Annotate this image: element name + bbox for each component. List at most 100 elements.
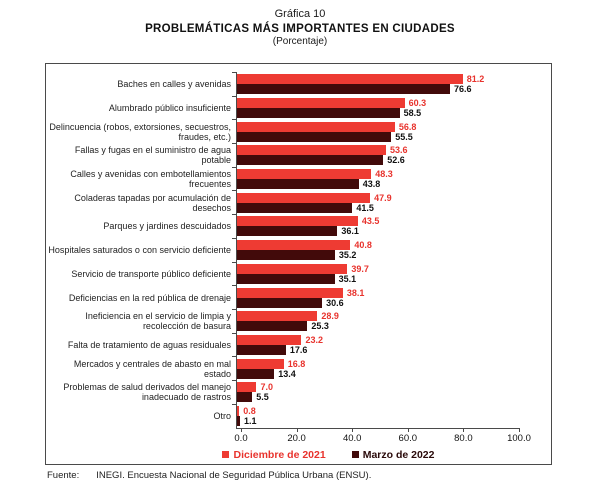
- bars-area: 23.2 17.6: [232, 332, 551, 357]
- category-label: Servicio de transporte público deficient…: [71, 268, 231, 279]
- value-label-mar-2022: 41.5: [356, 202, 374, 213]
- bar-line-mar-2022: 52.6: [237, 155, 551, 166]
- chart-row: Parques y jardines descuidados 43.5 36.1: [46, 214, 551, 239]
- bars-area: 48.3 43.8: [232, 166, 551, 191]
- y-axis-tick: [232, 261, 237, 263]
- bar-line-dic-2021: 38.1: [237, 287, 551, 298]
- value-label-mar-2022: 30.6: [326, 297, 344, 308]
- bars-area: 81.2 76.6: [232, 72, 551, 97]
- bars-area: 53.6 52.6: [232, 143, 551, 168]
- value-label-mar-2022: 58.5: [403, 108, 422, 119]
- bars-area: 39.7 35.1: [232, 261, 551, 286]
- x-axis: 0.0 20.0 40.0 60.0 80.0 100.0: [234, 427, 551, 445]
- bar-mar-2022: [237, 202, 353, 213]
- value-label-dic-2021: 23.2: [305, 334, 324, 345]
- y-axis-tick: [232, 285, 237, 287]
- value-label-mar-2022: 25.3: [311, 321, 329, 332]
- x-axis-line: [241, 427, 519, 429]
- x-axis-tick: [463, 427, 465, 432]
- category-label: Ineficiencia en el servicio de limpia y …: [85, 311, 231, 332]
- category-label: Otro: [213, 410, 231, 421]
- y-axis-tick: [232, 190, 237, 192]
- bars-area: 40.8 35.2: [232, 237, 551, 262]
- bar-mar-2022: [237, 415, 241, 426]
- bar-line-dic-2021: 56.8: [237, 121, 551, 132]
- value-label-dic-2021: 39.7: [351, 263, 369, 274]
- category-label: Alumbrado público insuficiente: [108, 103, 231, 114]
- source-line: Fuente: INEGI. Encuesta Nacional de Segu…: [47, 470, 371, 481]
- value-label-mar-2022: 13.4: [278, 368, 296, 379]
- chart-frame: Baches en calles y avenidas 81.2 76.6 Alumb…: [45, 63, 552, 465]
- value-label-mar-2022: 5.5: [256, 392, 269, 403]
- chart-row: Problemas de salud derivados del manejo …: [46, 379, 551, 405]
- chart-row: Falta de tratamiento de aguas residuales…: [46, 332, 551, 357]
- source-label: Fuente:: [47, 470, 80, 481]
- bar-dic-2021: [237, 74, 463, 85]
- bar-line-dic-2021: 47.9: [237, 192, 551, 203]
- x-axis-label: 0.0: [234, 432, 248, 444]
- chart-row: Mercados y centrales de abasto en mal es…: [46, 356, 551, 381]
- legend-swatch-dic2021: [222, 451, 230, 459]
- page-title: PROBLEMÁTICAS MÁS IMPORTANTES EN CIUDADE…: [145, 23, 455, 35]
- bar-line-dic-2021: 81.2: [237, 74, 551, 85]
- chart-row: Baches en calles y avenidas 81.2 76.6: [46, 72, 551, 97]
- bar-dic-2021: [237, 145, 386, 156]
- bar-dic-2021: [237, 192, 371, 203]
- bar-mar-2022: [237, 131, 392, 142]
- value-label-mar-2022: 43.8: [362, 179, 381, 190]
- legend-swatch-mar2022: [351, 451, 359, 459]
- bars-area: 28.9 25.3: [232, 308, 551, 334]
- bar-dic-2021: [237, 334, 302, 345]
- category-label: Baches en calles y avenidas: [117, 79, 231, 90]
- y-axis-tick: [232, 72, 237, 73]
- bar-mar-2022: [237, 84, 450, 95]
- legend-label-mar2022: Marzo de 2022: [362, 448, 435, 461]
- category-label: Parques y jardines descuidados: [103, 221, 231, 232]
- bar-line-mar-2022: 25.3: [237, 321, 551, 332]
- value-label-mar-2022: 52.6: [387, 155, 405, 166]
- bar-line-dic-2021: 48.3: [237, 169, 551, 180]
- category-label: Mercados y centrales de abasto en mal es…: [73, 358, 231, 379]
- bar-line-dic-2021: 39.7: [237, 263, 551, 274]
- bar-dic-2021: [237, 358, 284, 369]
- value-label-dic-2021: 7.0: [260, 382, 273, 393]
- x-axis-tick: [296, 427, 298, 432]
- bar-line-dic-2021: 0.8: [237, 405, 551, 416]
- bar-line-mar-2022: 76.6: [237, 84, 551, 95]
- bar-mar-2022: [237, 392, 253, 403]
- value-label-dic-2021: 53.6: [390, 145, 408, 156]
- bar-mar-2022: [237, 297, 323, 308]
- y-axis-tick: [232, 119, 237, 121]
- bar-mar-2022: [237, 179, 359, 190]
- chart-row: Fallas y fugas en el suministro de agua …: [46, 143, 551, 168]
- bar-mar-2022: [237, 368, 275, 379]
- x-axis-tick: [352, 427, 354, 432]
- category-label: Coladeras tapadas por acumulación de des…: [74, 192, 231, 213]
- bars-area: 38.1 30.6: [232, 285, 551, 310]
- bars-area: 7.0 5.5: [232, 379, 551, 405]
- chart-row: Otro 0.8 1.1: [46, 403, 551, 428]
- value-label-dic-2021: 0.8: [243, 405, 256, 416]
- category-label: Deficiencias en la red pública de drenaj…: [68, 292, 231, 303]
- bar-dic-2021: [237, 98, 405, 109]
- value-label-dic-2021: 16.8: [287, 358, 306, 369]
- category-label: Hospitales saturados o con servicio defi…: [48, 245, 231, 256]
- x-axis-label: 100.0: [507, 432, 531, 444]
- bar-mar-2022: [237, 321, 308, 332]
- bars-area: 47.9 41.5: [232, 190, 551, 215]
- y-axis-tick: [232, 143, 237, 145]
- category-label: Problemas de salud derivados del manejo …: [63, 382, 231, 403]
- bar-dic-2021: [237, 287, 343, 298]
- bar-dic-2021: [237, 311, 318, 322]
- x-axis-label: 80.0: [454, 432, 473, 444]
- y-axis-tick: [236, 427, 241, 429]
- x-axis-tick: [407, 427, 409, 432]
- category-label: Fallas y fugas en el suministro de agua …: [74, 145, 231, 166]
- bar-line-mar-2022: 35.2: [237, 250, 551, 261]
- source-text: INEGI. Encuesta Nacional de Seguridad Pú…: [96, 470, 372, 481]
- bar-line-dic-2021: 7.0: [237, 382, 551, 393]
- bar-line-dic-2021: 60.3: [237, 98, 551, 109]
- chart-row: Alumbrado público insuficiente 60.3 58.5: [46, 95, 551, 120]
- bar-line-mar-2022: 43.8: [237, 179, 551, 190]
- value-label-mar-2022: 36.1: [341, 226, 359, 237]
